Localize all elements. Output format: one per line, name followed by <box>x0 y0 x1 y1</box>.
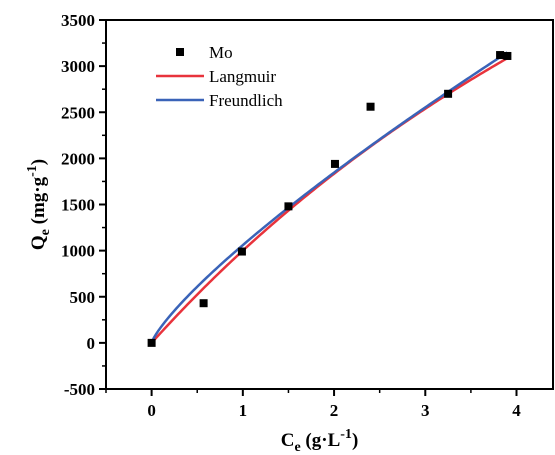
y-tick-label: 1500 <box>61 196 95 215</box>
legend-label-mo: Mo <box>209 43 233 62</box>
data-point <box>284 202 293 211</box>
legend: Mo Langmuir Freundlich <box>156 43 283 110</box>
data-point <box>503 51 512 60</box>
y-tick-label: -500 <box>64 380 95 399</box>
axis-ticks <box>99 19 518 396</box>
y-tick-label: 2500 <box>61 103 95 122</box>
legend-marker-mo <box>176 48 184 56</box>
x-tick-label: 0 <box>147 401 156 420</box>
x-tick-label: 4 <box>512 401 521 420</box>
data-point <box>330 159 339 168</box>
legend-label-freundlich: Freundlich <box>209 91 283 110</box>
data-point <box>237 247 246 256</box>
legend-label-langmuir: Langmuir <box>209 67 276 86</box>
data-point <box>444 89 453 98</box>
y-tick-label: 2000 <box>61 149 95 168</box>
x-tick-label: 2 <box>330 401 339 420</box>
data-point <box>199 299 208 308</box>
x-tick-label: 1 <box>239 401 248 420</box>
x-tick-label: 3 <box>421 401 430 420</box>
y-tick-label: 3500 <box>61 11 95 30</box>
y-tick-label: 0 <box>87 334 96 353</box>
y-tick-label: 1000 <box>61 242 95 261</box>
data-point <box>366 102 375 111</box>
y-axis-title: Qe (mg·g-1) <box>25 159 53 250</box>
y-tick-label: 500 <box>70 288 96 307</box>
data-point <box>496 51 505 60</box>
data-point <box>147 338 156 347</box>
axis-tick-labels: 0 1 2 3 4 -500 0 500 1000 1500 2000 2500 3000 3500 <box>61 11 521 420</box>
data-points <box>147 51 512 347</box>
y-tick-label: 3000 <box>61 57 95 76</box>
x-axis-title: Ce (g·L-1) <box>281 427 359 455</box>
